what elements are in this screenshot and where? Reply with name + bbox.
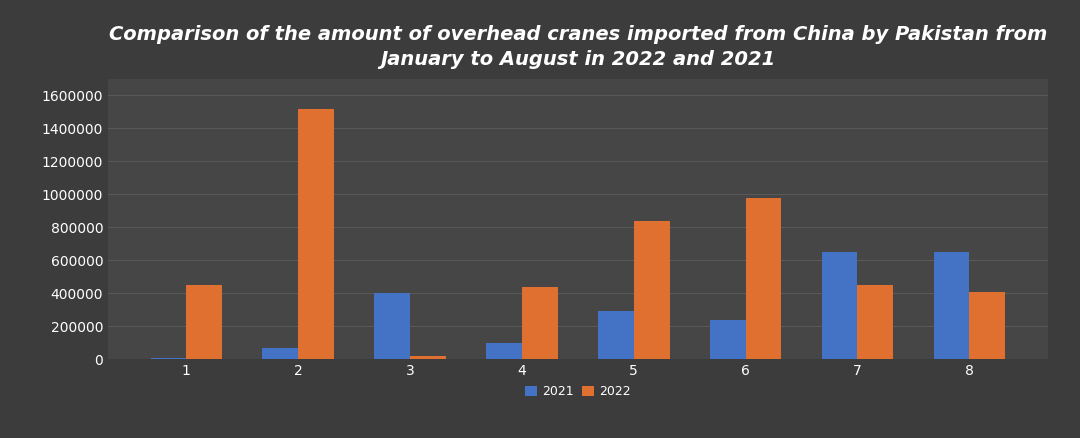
Bar	[262, 348, 298, 359]
Bar	[710, 320, 745, 359]
Bar	[374, 293, 410, 359]
Title: Comparison of the amount of overhead cranes imported from China by Pakistan from: Comparison of the amount of overhead cra…	[109, 25, 1047, 69]
Bar	[822, 252, 858, 359]
Bar	[486, 343, 522, 359]
Bar	[186, 285, 222, 359]
Bar	[634, 221, 670, 359]
Bar	[969, 292, 1005, 359]
Bar	[598, 311, 634, 359]
Bar	[522, 286, 557, 359]
Bar	[298, 109, 334, 359]
Legend: 2021, 2022: 2021, 2022	[519, 380, 636, 403]
Bar	[745, 198, 781, 359]
Bar	[150, 357, 186, 359]
Bar	[410, 356, 446, 359]
Bar	[933, 252, 969, 359]
Bar	[858, 285, 893, 359]
